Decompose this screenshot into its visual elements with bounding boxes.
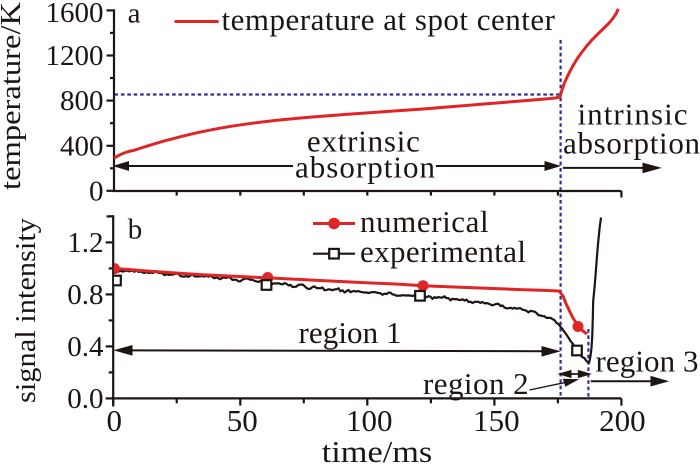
svg-text:absorption: absorption xyxy=(295,150,436,185)
svg-text:1.2: 1.2 xyxy=(67,227,103,259)
svg-text:absorption: absorption xyxy=(563,126,700,161)
svg-text:200: 200 xyxy=(599,403,646,438)
svg-text:1200: 1200 xyxy=(46,40,104,72)
svg-text:temperature/K: temperature/K xyxy=(0,2,27,190)
svg-text:time/ms: time/ms xyxy=(322,434,433,465)
svg-text:signal intensity: signal intensity xyxy=(11,218,42,403)
svg-text:intrinsic: intrinsic xyxy=(578,97,688,132)
svg-text:400: 400 xyxy=(60,130,104,162)
svg-text:a: a xyxy=(128,0,141,30)
svg-text:150: 150 xyxy=(473,403,520,438)
svg-text:numerical: numerical xyxy=(360,204,489,239)
svg-text:1600: 1600 xyxy=(46,0,104,29)
svg-text:0.4: 0.4 xyxy=(67,331,104,363)
svg-text:region 1: region 1 xyxy=(299,315,402,350)
svg-text:50: 50 xyxy=(227,403,258,438)
svg-text:experimental: experimental xyxy=(360,234,526,269)
svg-text:extrinsic: extrinsic xyxy=(307,124,420,159)
svg-text:0.8: 0.8 xyxy=(67,279,103,311)
svg-text:800: 800 xyxy=(60,85,104,117)
svg-text:b: b xyxy=(128,214,143,246)
svg-text:100: 100 xyxy=(346,403,393,438)
svg-text:0.0: 0.0 xyxy=(67,383,103,415)
svg-text:0: 0 xyxy=(106,403,122,438)
svg-text:temperature at spot center: temperature at spot center xyxy=(222,2,556,37)
svg-text:region 3: region 3 xyxy=(596,344,699,379)
svg-text:region 2: region 2 xyxy=(423,366,529,401)
svg-text:0: 0 xyxy=(89,175,104,207)
